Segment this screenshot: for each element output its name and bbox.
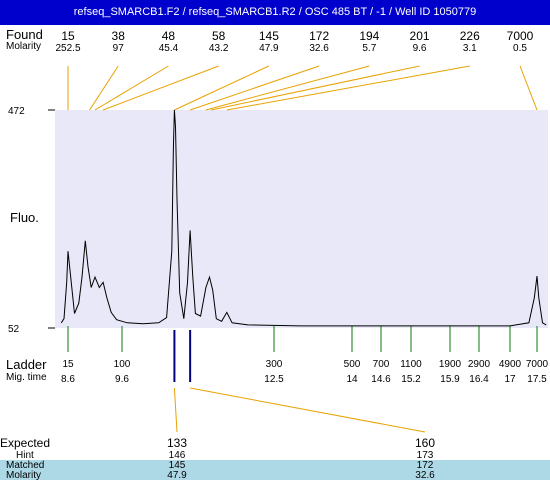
molarity-row-label: Molarity [6,470,42,481]
hint-label: Hint [16,450,34,461]
ladder-time-label: 15.2 [401,374,421,385]
y-tick-label-bottom: 52 [8,324,20,335]
expected-molarity-label: 32.6 [415,470,435,480]
ladder-size-label: 2900 [468,359,491,370]
found-size-label: 15 [61,29,75,43]
ladder-size-label: 15 [62,359,74,370]
found-molarity-label: 0.5 [513,43,527,54]
mig-time-label: Mig. time [6,372,47,383]
plot-area [55,110,548,328]
expected-size-label: 160 [415,436,435,450]
ladder-time-label: 16.4 [469,374,489,385]
ladder-size-label: 7000 [526,359,549,370]
ladder-size-label: 4900 [499,359,522,370]
fluorescence-trace [60,109,547,327]
window-title: refseq_SMARCB1.F2 / refseq_SMARCB1.R2 / … [0,0,550,25]
ladder-size-label: 700 [373,359,390,370]
peak-leader-line [226,65,470,111]
found-molarity-label: 45.4 [159,43,179,54]
ladder-time-label: 14 [346,374,358,385]
found-molarity-label: 252.5 [55,43,80,54]
ladder-time-label: 17 [504,374,516,385]
found-molarity-label: 97 [113,43,125,54]
hint-size-label: 146 [169,450,186,461]
found-molarity-label: 43.2 [209,43,229,54]
found-size-label: 58 [212,29,226,43]
y-tick-label-top: 472 [8,106,25,117]
matched-row-highlight [0,460,550,480]
matched-label: Matched [6,460,45,471]
found-label: Found [6,27,43,42]
found-molarity-label: 47.9 [259,43,279,54]
ladder-label: Ladder [6,357,47,372]
found-molarity-label: 32.6 [309,43,329,54]
found-size-label: 201 [410,29,430,43]
found-molarity-label: 9.6 [413,43,427,54]
found-size-label: 48 [162,29,176,43]
ladder-size-label: 1900 [439,359,462,370]
peak-leader-line [189,65,320,111]
peak-leader-line [174,65,270,111]
ladder-time-label: 9.6 [115,374,129,385]
found-size-label: 194 [359,29,379,43]
expected-label: Expected [0,436,51,450]
found-molarity-label: 3.1 [463,43,477,54]
found-size-label: 145 [259,29,279,43]
peak-leader-line [94,65,169,111]
found-size-label: 226 [460,29,480,43]
fluo-axis-label: Fluo. [10,210,39,225]
ladder-time-label: 8.6 [61,374,75,385]
found-size-label: 7000 [507,29,534,43]
ladder-size-label: 1100 [400,359,422,370]
expected-leader-line [173,387,178,433]
expected-size-label: 133 [167,436,187,450]
molarity-label: Molarity [6,41,42,52]
expected-leader-line [190,387,426,433]
ladder-size-label: 100 [114,359,131,370]
matched-size-label: 172 [417,460,434,471]
peak-leader-line [89,65,119,111]
ladder-time-label: 12.5 [264,374,284,385]
peak-leader-line [205,65,370,111]
hint-size-label: 173 [417,450,434,461]
matched-size-label: 145 [169,460,186,471]
found-size-label: 172 [309,29,329,43]
ladder-time-label: 15.9 [440,374,460,385]
peak-leader-line [102,65,219,111]
peak-leader-line [211,65,420,111]
ladder-size-label: 500 [344,359,361,370]
peak-leader-line [519,65,538,111]
found-molarity-label: 5.7 [362,43,376,54]
ladder-size-label: 300 [266,359,283,370]
ladder-time-label: 17.5 [527,374,547,385]
found-size-label: 38 [112,29,126,43]
expected-molarity-label: 47.9 [167,470,187,480]
ladder-time-label: 14.6 [371,374,391,385]
